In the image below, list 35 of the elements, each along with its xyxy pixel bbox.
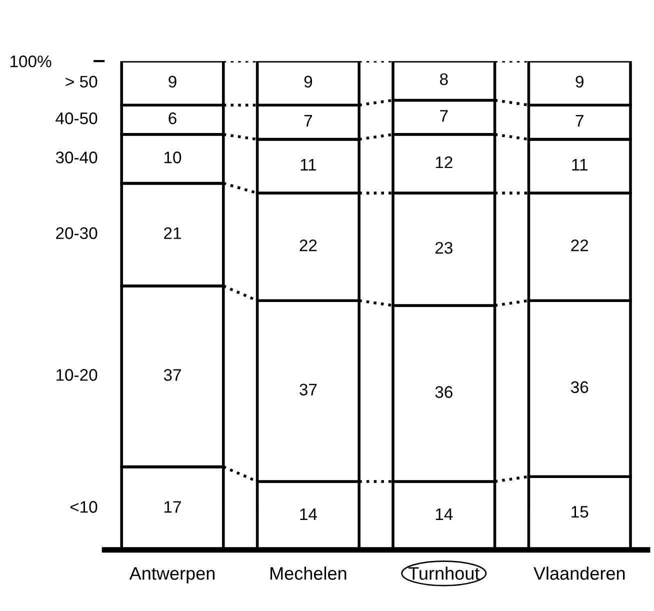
data-label: 6	[168, 112, 176, 124]
data-label: 7	[304, 115, 312, 127]
data-label: 14	[436, 508, 453, 520]
data-label: 12	[436, 156, 452, 168]
x-tick-label: Mechelen	[270, 566, 346, 580]
data-label: 21	[164, 227, 181, 239]
data-label: 7	[576, 115, 584, 127]
data-label: 15	[572, 506, 588, 518]
series-label: 30-40	[56, 152, 98, 164]
data-label: 23	[435, 242, 452, 254]
data-label: 10	[164, 152, 182, 164]
series-label: <10	[70, 501, 98, 513]
data-label: 14	[300, 508, 317, 520]
series-label: 20-30	[56, 227, 98, 240]
data-label: 17	[164, 501, 181, 513]
data-label: 36	[570, 381, 588, 394]
data-label: 22	[300, 240, 317, 252]
series-label: 40-50	[56, 112, 98, 124]
y-tick-label: 100%	[10, 56, 52, 68]
x-tick-label: Vlaanderen	[534, 566, 625, 580]
data-label: 9	[168, 76, 176, 88]
data-label: 7	[440, 110, 448, 122]
data-label: 11	[300, 159, 316, 170]
data-label: 8	[440, 73, 448, 86]
data-label: 9	[304, 76, 312, 88]
series-label: 10-20	[56, 369, 98, 381]
data-label: 11	[572, 159, 588, 170]
legend-label: > 50	[66, 76, 98, 88]
data-label: 22	[571, 240, 588, 252]
data-label: 9	[576, 76, 584, 88]
x-tick-label: Antwerpen	[129, 567, 214, 584]
data-label: 37	[164, 369, 181, 381]
x-tick-label: Turnhout	[408, 566, 480, 580]
data-label: 36	[435, 386, 452, 398]
data-label: 37	[300, 384, 317, 396]
